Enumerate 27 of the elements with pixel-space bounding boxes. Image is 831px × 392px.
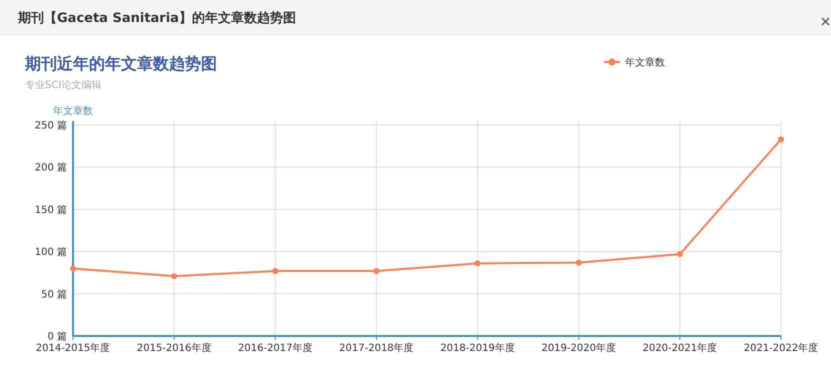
y-tick-label: 150 篇 — [34, 204, 67, 216]
text: 期刊【Gaceta Sanitaria】的年文章数趋势图 — [17, 10, 296, 26]
y-tick-label: 100 篇 — [34, 247, 67, 258]
x-tick-label: 2016-2017年度 — [238, 342, 313, 354]
point — [576, 260, 582, 266]
point — [474, 260, 481, 266]
x-tick-label: 2021-2022年度 — [744, 342, 818, 354]
y-tick-label: 50 篇 — [41, 289, 67, 300]
y-tick-label: 0 篇 — [47, 332, 67, 342]
x-tick-label: 2017-2018年度 — [339, 342, 414, 354]
x-tick-label: 2019-2020年度 — [541, 342, 616, 354]
x-tick-label: 2020-2021年度 — [642, 342, 718, 354]
point — [676, 251, 683, 258]
x-tick-label: 2018-2019年度 — [440, 342, 515, 354]
chart-title: 期刊近年的年文章数趋势图 — [24, 54, 217, 73]
point — [778, 136, 784, 142]
y-tick-label: 250 篇 — [34, 120, 67, 132]
x-tick-label: 2014-2015年度 — [36, 342, 110, 354]
y-tick-label: 200 篇 — [34, 162, 67, 174]
point — [373, 268, 380, 274]
x-tick-label: 2015-2016年度 — [136, 342, 212, 354]
point — [272, 268, 278, 274]
y-axis-title: 年文章数 — [53, 105, 93, 117]
point — [70, 265, 76, 272]
legend-label: 年文章数 — [625, 56, 665, 68]
chart-subtitle: 专业SCI论文编辑 — [25, 79, 102, 91]
point — [171, 273, 178, 280]
